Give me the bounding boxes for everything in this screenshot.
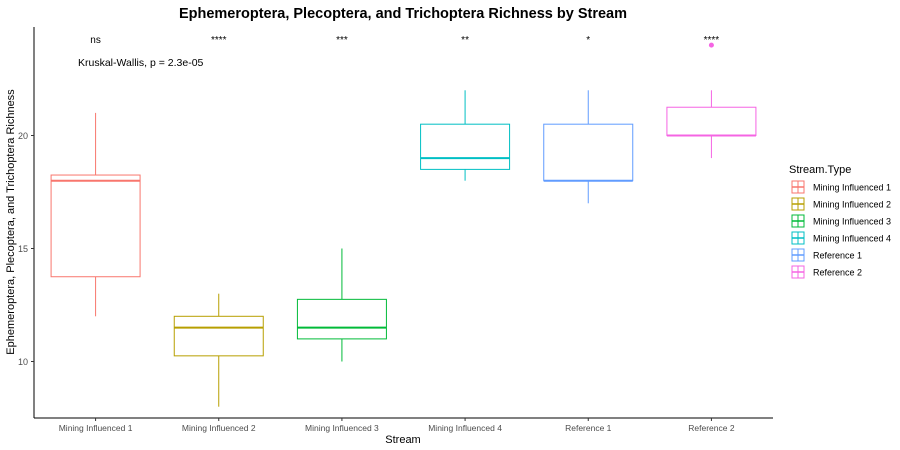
x-tick-label: Reference 1: [565, 423, 612, 433]
x-tick-label: Mining Influenced 1: [59, 423, 133, 433]
legend-item: Reference 2: [791, 265, 862, 279]
x-tick-label: Mining Influenced 4: [428, 423, 502, 433]
legend-label: Mining Influenced 1: [813, 183, 891, 193]
significance-label: ****: [704, 35, 720, 46]
box-reference-1: [543, 90, 634, 204]
legend-item: Mining Influenced 4: [791, 231, 891, 245]
x-tick-label: Reference 2: [688, 423, 735, 433]
legend-item: Mining Influenced 1: [791, 180, 891, 194]
box-mining-influenced-4: [420, 90, 511, 181]
box-body: [296, 298, 387, 340]
legend: Stream.Type Mining Influenced 1 Mining In…: [789, 164, 891, 279]
significance-label: *: [586, 35, 590, 46]
legend-label: Mining Influenced 2: [813, 200, 891, 210]
legend-label: Reference 2: [813, 268, 862, 278]
box-body: [50, 174, 141, 278]
box-mining-influenced-2: [173, 293, 264, 407]
legend-title: Stream.Type: [789, 164, 851, 176]
x-axis-label: Stream: [385, 434, 420, 446]
x-tick-label: Mining Influenced 2: [182, 423, 256, 433]
y-tick-label: 15: [18, 244, 28, 254]
significance-label: ****: [211, 35, 227, 46]
kruskal-wallis-annotation: Kruskal-Wallis, p = 2.3e-05: [78, 57, 204, 69]
box-reference-2: [666, 42, 757, 159]
legend-label: Reference 1: [813, 251, 862, 261]
chart-title: Ephemeroptera, Plecoptera, and Trichopte…: [179, 6, 627, 22]
box-body: [666, 106, 757, 136]
significance-label: **: [461, 35, 469, 46]
box-body: [173, 315, 264, 357]
box-mining-influenced-3: [296, 248, 387, 362]
box-mining-influenced-1: [50, 112, 141, 317]
legend-label: Mining Influenced 3: [813, 217, 891, 227]
y-tick-label: 20: [18, 131, 28, 141]
outlier-point: [708, 42, 714, 48]
significance-label: ***: [336, 35, 348, 46]
legend-label: Mining Influenced 4: [813, 234, 891, 244]
legend-item: Mining Influenced 2: [791, 197, 891, 211]
legend-item: Mining Influenced 3: [791, 214, 891, 228]
significance-label: ns: [90, 35, 101, 46]
legend-item: Reference 1: [791, 248, 862, 262]
x-tick-label: Mining Influenced 3: [305, 423, 379, 433]
y-tick-label: 10: [18, 357, 28, 367]
box-body: [543, 123, 634, 182]
y-axis-label: Ephemeroptera, Plecoptera, and Trichopte…: [5, 89, 17, 355]
box-body: [420, 123, 511, 170]
